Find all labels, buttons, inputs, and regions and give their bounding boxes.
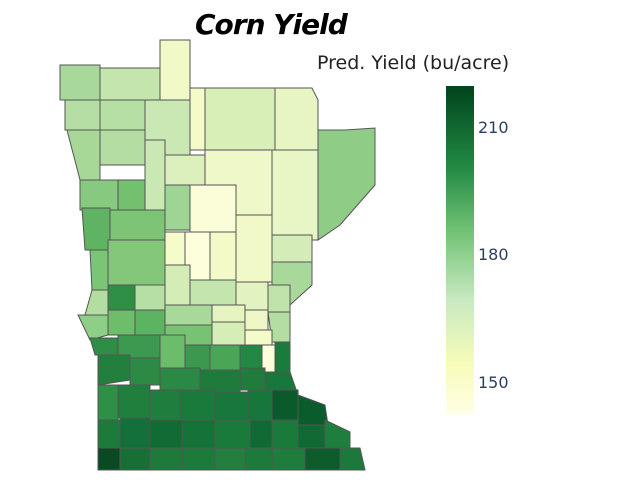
- county-80[interactable]: [149, 447, 183, 471]
- county-24[interactable]: [164, 231, 186, 266]
- county-19[interactable]: [189, 184, 237, 233]
- county-83[interactable]: [244, 447, 273, 471]
- legend-title: Pred. Yield (bu/acre): [317, 52, 510, 74]
- county-58[interactable]: [199, 369, 241, 393]
- county-28[interactable]: [89, 249, 109, 291]
- county-39[interactable]: [244, 309, 269, 331]
- county-68[interactable]: [297, 394, 329, 426]
- county-17[interactable]: [117, 179, 146, 211]
- county-20[interactable]: [235, 214, 273, 283]
- county-33[interactable]: [267, 284, 291, 313]
- county-13[interactable]: [99, 129, 146, 166]
- county-22[interactable]: [81, 207, 111, 251]
- colorbar-tick-180: 180: [478, 245, 509, 264]
- county-14[interactable]: [144, 139, 166, 211]
- county-31[interactable]: [189, 279, 237, 306]
- colorbar-tick-210: 210: [478, 118, 509, 137]
- county-45[interactable]: [211, 321, 246, 346]
- county-56[interactable]: [129, 357, 161, 386]
- county-10[interactable]: [271, 149, 319, 241]
- county-18[interactable]: [164, 184, 191, 231]
- county-1[interactable]: [99, 67, 161, 101]
- county-30[interactable]: [164, 264, 191, 306]
- county-12[interactable]: [66, 129, 101, 181]
- county-43[interactable]: [134, 309, 166, 336]
- county-52[interactable]: [239, 344, 263, 369]
- county-61[interactable]: [97, 384, 119, 421]
- county-51[interactable]: [209, 344, 241, 371]
- county-16[interactable]: [79, 179, 119, 211]
- county-6[interactable]: [64, 99, 101, 131]
- county-65[interactable]: [214, 391, 249, 421]
- county-69[interactable]: [97, 419, 121, 449]
- county-5[interactable]: [274, 87, 319, 151]
- county-66[interactable]: [247, 389, 273, 421]
- county-49[interactable]: [159, 334, 186, 369]
- county-42[interactable]: [107, 309, 136, 336]
- county-9[interactable]: [317, 127, 376, 241]
- county-26[interactable]: [209, 231, 237, 283]
- county-77[interactable]: [324, 419, 351, 449]
- county-0[interactable]: [59, 64, 101, 101]
- county-70[interactable]: [119, 417, 151, 449]
- map-title: Corn Yield: [195, 8, 348, 41]
- county-64[interactable]: [179, 389, 216, 421]
- county-71[interactable]: [149, 419, 183, 449]
- county-67[interactable]: [271, 389, 299, 421]
- county-78[interactable]: [97, 447, 121, 471]
- county-3[interactable]: [189, 87, 206, 151]
- county-63[interactable]: [149, 389, 181, 421]
- county-38[interactable]: [211, 304, 246, 323]
- county-46[interactable]: [244, 329, 273, 346]
- county-4[interactable]: [204, 87, 276, 151]
- county-layer: [59, 39, 376, 471]
- county-37[interactable]: [164, 304, 213, 326]
- county-59[interactable]: [239, 367, 266, 391]
- county-86[interactable]: [339, 447, 366, 471]
- county-36[interactable]: [134, 284, 166, 311]
- county-84[interactable]: [271, 447, 306, 471]
- county-15[interactable]: [164, 154, 206, 186]
- county-23[interactable]: [109, 209, 166, 241]
- colorbar: [446, 86, 474, 414]
- county-73[interactable]: [214, 419, 251, 449]
- county-35[interactable]: [107, 284, 136, 311]
- colorbar-tick-150: 150: [478, 373, 509, 392]
- county-62[interactable]: [117, 384, 151, 419]
- county-21[interactable]: [271, 234, 313, 263]
- county-57[interactable]: [159, 367, 201, 391]
- county-76[interactable]: [297, 424, 326, 449]
- county-85[interactable]: [304, 447, 341, 471]
- county-82[interactable]: [214, 447, 246, 471]
- county-29[interactable]: [107, 239, 166, 286]
- county-50[interactable]: [184, 344, 211, 371]
- county-7[interactable]: [99, 99, 146, 131]
- county-79[interactable]: [119, 447, 151, 471]
- county-41[interactable]: [77, 314, 109, 341]
- county-75[interactable]: [271, 419, 299, 449]
- county-55[interactable]: [97, 354, 131, 386]
- county-34[interactable]: [84, 289, 109, 316]
- county-74[interactable]: [249, 419, 273, 449]
- county-81[interactable]: [181, 447, 216, 471]
- county-72[interactable]: [181, 419, 216, 449]
